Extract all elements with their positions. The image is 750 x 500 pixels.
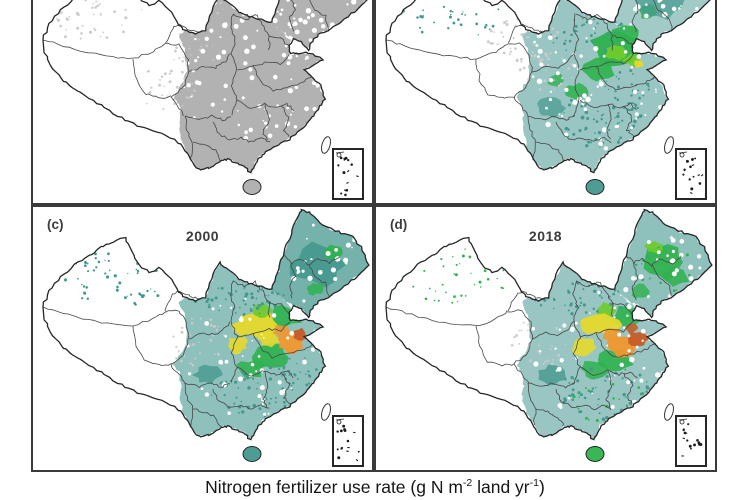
panel-label-c: (c) <box>47 217 64 232</box>
caption-text: Nitrogen fertilizer use rate (g N m <box>205 477 463 497</box>
china-map-fertilizer-2000 <box>33 207 372 470</box>
caption-superscript: -2 <box>462 477 473 490</box>
map-panel-c: (c) 2000 <box>31 205 374 472</box>
panel-year-d: 2018 <box>528 228 563 244</box>
panel-label-d: (d) <box>390 217 408 232</box>
nine-dash-line-icon <box>335 418 360 462</box>
map-panel-grid: (c) 2000 (d) 2018 <box>31 0 717 472</box>
south-china-sea-inset <box>675 148 707 200</box>
panel-year-c: 2000 <box>185 228 220 244</box>
south-china-sea-inset <box>332 415 364 467</box>
figure-caption: Nitrogen fertilizer use rate (g N m-2 la… <box>0 477 750 498</box>
caption-text: land yr <box>472 477 530 497</box>
nine-dash-line-icon <box>678 418 703 457</box>
nine-dash-line-icon <box>678 151 704 195</box>
nine-dash-line-icon <box>335 151 359 197</box>
china-map-cropland-mask <box>33 0 372 203</box>
china-map-fertilizer <box>376 0 715 203</box>
caption-superscript: -1 <box>529 477 539 490</box>
china-map-fertilizer-2018 <box>376 207 715 470</box>
caption-text: ) <box>538 477 545 497</box>
map-panel-a <box>31 0 374 205</box>
map-panel-b <box>374 0 717 205</box>
map-panel-d: (d) 2018 <box>374 205 717 472</box>
south-china-sea-inset <box>332 148 364 200</box>
south-china-sea-inset <box>675 415 707 467</box>
